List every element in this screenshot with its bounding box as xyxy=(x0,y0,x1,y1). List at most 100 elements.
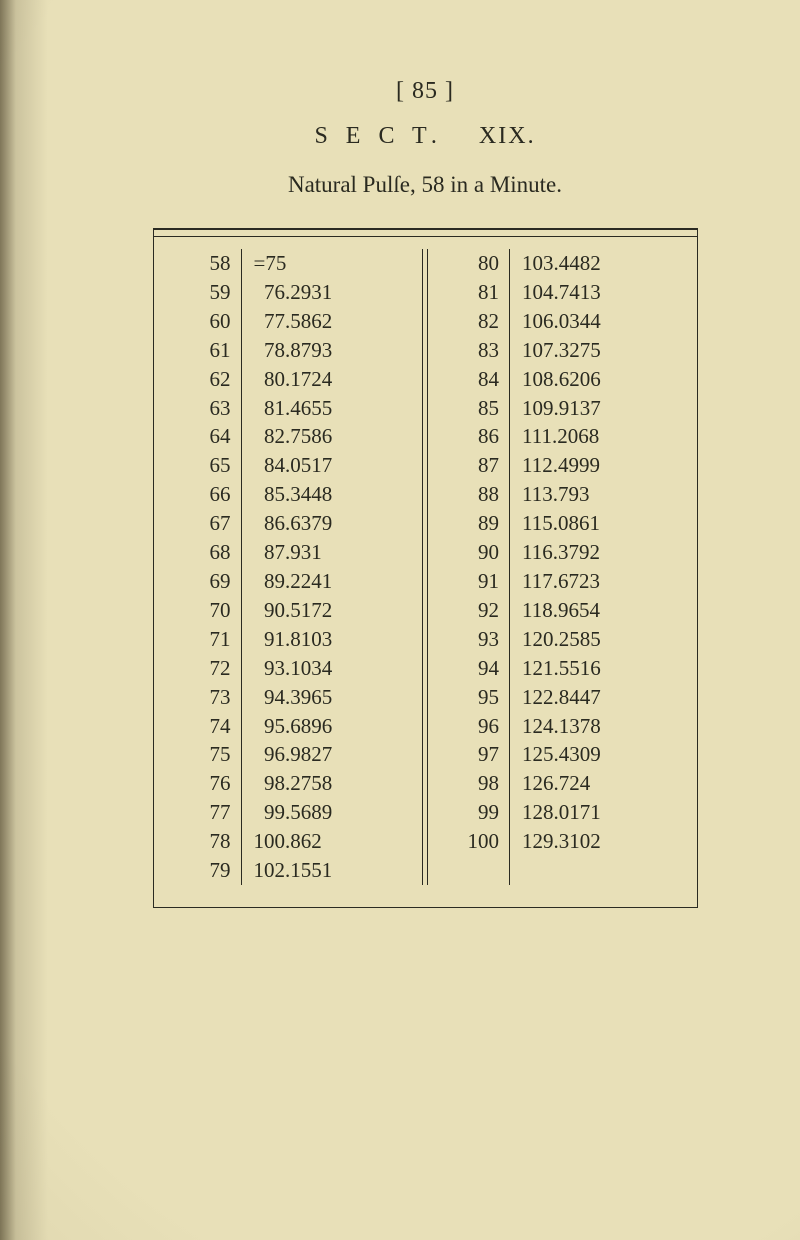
table-cell: 80 xyxy=(440,249,509,278)
table-cell: 86.6379 xyxy=(242,509,411,538)
table-cell: 85 xyxy=(440,394,509,423)
table-cell: 118.9654 xyxy=(510,596,679,625)
table-cell: 88 xyxy=(440,480,509,509)
table-cell: 128.0171 xyxy=(510,798,679,827)
table-cell: 108.6206 xyxy=(510,365,679,394)
table-cell: 97 xyxy=(440,740,509,769)
left-column-group: 5859606162636465666768697071727374757677… xyxy=(172,249,411,885)
right-column-group: 8081828384858687888990919293949596979899… xyxy=(440,249,679,885)
table-cell: 62 xyxy=(172,365,241,394)
table-cell: 74 xyxy=(172,712,241,741)
table-cell: 81 xyxy=(440,278,509,307)
table-cell: 75 xyxy=(172,740,241,769)
table-cell: 90.5172 xyxy=(242,596,411,625)
table-cell: 111.2068 xyxy=(510,422,679,451)
table-cell: 107.3275 xyxy=(510,336,679,365)
table-cell: 96.9827 xyxy=(242,740,411,769)
table-cell: 109.9137 xyxy=(510,394,679,423)
table-cell: 93.1034 xyxy=(242,654,411,683)
table-cell: 63 xyxy=(172,394,241,423)
table-cell: 117.6723 xyxy=(510,567,679,596)
table-cell: 69 xyxy=(172,567,241,596)
table-body: 5859606162636465666768697071727374757677… xyxy=(154,237,697,907)
subtitle: Natural Pul e, 58 in a Minute. xyxy=(120,172,730,198)
table-cell: 98 xyxy=(440,769,509,798)
table-cell: 91.8103 xyxy=(242,625,411,654)
table-cell: 85.3448 xyxy=(242,480,411,509)
table-cell: 79 xyxy=(172,856,241,885)
left-value-col: =75 76.2931 77.5862 78.8793 80.1724 81.4… xyxy=(242,249,411,885)
table-cell: 83 xyxy=(440,336,509,365)
pulse-table: 5859606162636465666768697071727374757677… xyxy=(153,228,698,908)
table-cell: 129.3102 xyxy=(510,827,679,856)
table-cell: 66 xyxy=(172,480,241,509)
table-cell: 95.6896 xyxy=(242,712,411,741)
table-cell: 92 xyxy=(440,596,509,625)
table-cell: 78 xyxy=(172,827,241,856)
table-cell: 87.931 xyxy=(242,538,411,567)
table-cell: 87 xyxy=(440,451,509,480)
table-cell: 72 xyxy=(172,654,241,683)
table-cell: 68 xyxy=(172,538,241,567)
table-cell: 58 xyxy=(172,249,241,278)
table-cell: 86 xyxy=(440,422,509,451)
center-divider xyxy=(422,249,428,885)
table-cell: 73 xyxy=(172,683,241,712)
table-cell: 64 xyxy=(172,422,241,451)
table-cell: 89 xyxy=(440,509,509,538)
sect-roman: XIX. xyxy=(479,123,536,149)
table-cell: 80.1724 xyxy=(242,365,411,394)
right-index-col: 8081828384858687888990919293949596979899… xyxy=(440,249,510,885)
table-cell: 98.2758 xyxy=(242,769,411,798)
table-cell: 77 xyxy=(172,798,241,827)
table-cell: 121.5516 xyxy=(510,654,679,683)
table-cell: 70 xyxy=(172,596,241,625)
table-cell: 81.4655 xyxy=(242,394,411,423)
table-cell: 100 xyxy=(440,827,509,856)
table-cell: 106.0344 xyxy=(510,307,679,336)
table-cell: 84 xyxy=(440,365,509,394)
table-cell: 120.2585 xyxy=(510,625,679,654)
table-cell: 65 xyxy=(172,451,241,480)
table-cell: 71 xyxy=(172,625,241,654)
table-cell: 61 xyxy=(172,336,241,365)
table-cell: 113.793 xyxy=(510,480,679,509)
table-cell: 104.7413 xyxy=(510,278,679,307)
table-cell: 82.7586 xyxy=(242,422,411,451)
table-cell: 122.8447 xyxy=(510,683,679,712)
right-value-col: 103.4482104.7413106.0344107.3275108.6206… xyxy=(510,249,679,885)
table-cell: 116.3792 xyxy=(510,538,679,567)
table-cell: 91 xyxy=(440,567,509,596)
table-cell: 112.4999 xyxy=(510,451,679,480)
table-cell: 94 xyxy=(440,654,509,683)
table-cell: 89.2241 xyxy=(242,567,411,596)
section-line: S E C T. XIX. xyxy=(120,123,730,150)
table-cell: 67 xyxy=(172,509,241,538)
table-cell: 78.8793 xyxy=(242,336,411,365)
table-cell: =75 xyxy=(242,249,411,278)
table-cell: 102.1551 xyxy=(242,856,411,885)
subtitle-post: e, 58 in a Minute. xyxy=(400,172,562,197)
table-cell: 100.862 xyxy=(242,827,411,856)
table-cell: 96 xyxy=(440,712,509,741)
table-cell: 77.5862 xyxy=(242,307,411,336)
table-cell: 84.0517 xyxy=(242,451,411,480)
left-index-col: 5859606162636465666768697071727374757677… xyxy=(172,249,242,885)
table-cell: 95 xyxy=(440,683,509,712)
table-cell: 125.4309 xyxy=(510,740,679,769)
table-cell: 93 xyxy=(440,625,509,654)
table-top-rule xyxy=(154,230,697,237)
table-cell: 99 xyxy=(440,798,509,827)
page-number: [ 85 ] xyxy=(120,78,730,105)
table-cell: 82 xyxy=(440,307,509,336)
table-cell: 59 xyxy=(172,278,241,307)
table-cell: 60 xyxy=(172,307,241,336)
table-cell: 90 xyxy=(440,538,509,567)
table-cell: 94.3965 xyxy=(242,683,411,712)
table-cell: 126.724 xyxy=(510,769,679,798)
table-cell: 124.1378 xyxy=(510,712,679,741)
subtitle-pre: Natural Pul xyxy=(288,172,393,197)
table-cell: 103.4482 xyxy=(510,249,679,278)
table-cell: 115.0861 xyxy=(510,509,679,538)
table-cell: 76 xyxy=(172,769,241,798)
